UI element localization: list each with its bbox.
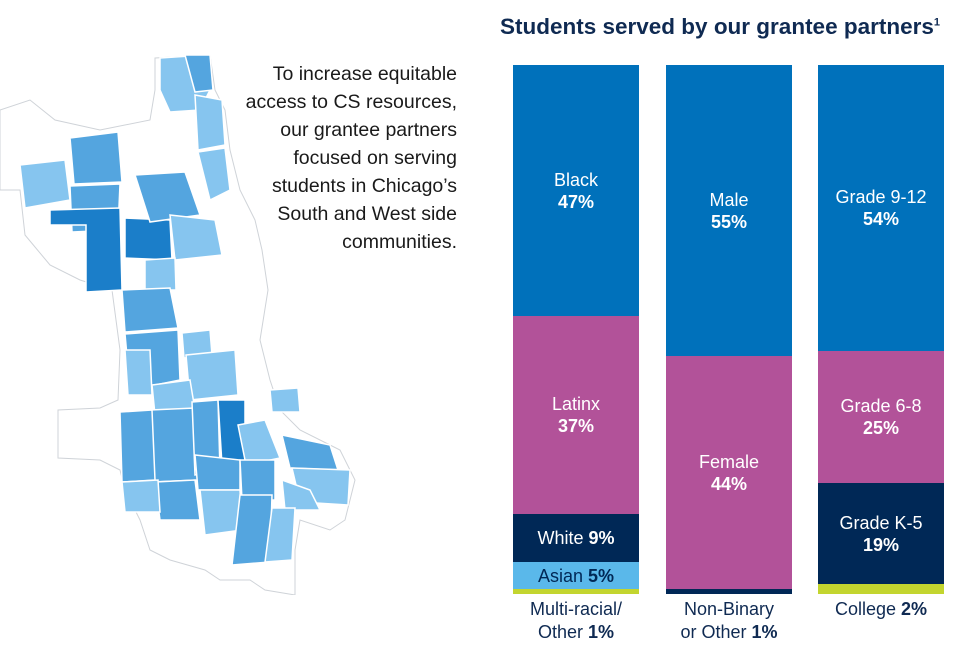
segment-label-group: Female 44% xyxy=(699,451,759,495)
bar-column: Male 55% Female 44% xyxy=(666,65,792,594)
footer-text: College xyxy=(834,599,896,619)
segment-label: Male xyxy=(709,189,749,210)
area-s-8 xyxy=(269,387,301,413)
footer-line: Other 1% xyxy=(501,621,651,644)
area-north-3 xyxy=(194,94,226,151)
segment-label: Grade 9-12 xyxy=(835,187,927,207)
area-ss-5 xyxy=(264,507,296,563)
area-s-2 xyxy=(185,349,239,401)
title-footnote: 1 xyxy=(933,16,940,29)
chart-title: Students served by our grantee partners1 xyxy=(500,14,940,40)
area-nw-1 xyxy=(19,159,71,209)
intro-line: students in Chicago’s xyxy=(271,175,457,197)
chart-title-text: Students served by our grantee partners xyxy=(500,14,934,39)
area-central-2 xyxy=(144,257,177,291)
bar-segment: White 9% xyxy=(513,514,639,562)
area-ss-6 xyxy=(154,479,201,521)
area-north-4 xyxy=(197,147,231,202)
area-north-2 xyxy=(184,54,214,93)
footer-value: 1% xyxy=(588,622,615,642)
area-s-7 xyxy=(237,419,282,466)
column-footer-label: College 2% xyxy=(806,598,956,621)
segment-value: 55% xyxy=(710,211,747,232)
footer-text: Other xyxy=(537,622,583,642)
footer-text: Multi-racial/ xyxy=(529,599,622,619)
bar-segment: Latinx 37% xyxy=(513,316,639,514)
segment-label-group: Asian 5% xyxy=(538,565,614,587)
footer-line: or Other 1% xyxy=(654,621,804,644)
area-west-dark-2 xyxy=(124,217,173,261)
bar-segment xyxy=(513,589,639,594)
footer-value: 2% xyxy=(901,599,928,619)
bar-segment: Male 55% xyxy=(666,65,792,356)
bar-column: Black 47% Latinx 37% White 9% Asian 5% xyxy=(513,65,639,594)
chicago-community-map xyxy=(0,54,356,595)
segment-value: 19% xyxy=(862,534,899,555)
segment-value: 44% xyxy=(710,473,748,494)
segment-label-group: White 9% xyxy=(537,527,614,549)
segment-label: Asian xyxy=(537,565,583,586)
area-s-4 xyxy=(149,407,199,483)
area-central-1 xyxy=(169,214,223,261)
bar-segment xyxy=(666,589,792,594)
area-sw-3 xyxy=(124,349,153,396)
segment-label-group: Grade 9-12 54% xyxy=(835,186,926,230)
intro-line: South and West side xyxy=(277,203,457,225)
segment-label-group: Grade K-5 19% xyxy=(839,512,922,556)
area-west-mid xyxy=(133,171,202,223)
intro-text: To increase equitable access to CS resour… xyxy=(232,60,457,256)
segment-value: 54% xyxy=(862,209,900,229)
bar-segment: Black 47% xyxy=(513,65,639,316)
segment-label: Grade 6-8 xyxy=(840,396,922,416)
segment-label: Female xyxy=(698,451,760,472)
area-ss-7 xyxy=(121,479,161,513)
segment-label-group: Latinx 37% xyxy=(552,393,600,437)
intro-line: focused on serving xyxy=(293,147,457,169)
area-se-1 xyxy=(280,434,340,471)
area-west-dark xyxy=(49,207,123,293)
intro-line: our grantee partners xyxy=(280,119,457,141)
area-s-5 xyxy=(119,409,156,483)
column-footer-label: Non-Binary or Other 1% xyxy=(654,598,804,644)
segment-label-group: Black 47% xyxy=(554,169,598,213)
area-ss-1 xyxy=(194,454,241,491)
bar-segment: Grade K-5 19% xyxy=(818,483,944,584)
bar-segment xyxy=(818,584,944,594)
segment-label-group: Grade 6-8 25% xyxy=(840,395,921,439)
segment-label: Grade K-5 xyxy=(839,512,923,533)
segment-value: 5% xyxy=(583,565,615,586)
intro-line: To increase equitable xyxy=(272,63,457,85)
segment-label: Latinx xyxy=(551,394,601,414)
segment-value: 9% xyxy=(583,528,615,548)
intro-line: access to CS resources, xyxy=(245,91,457,113)
segment-value: 37% xyxy=(557,416,594,436)
footer-line: Non-Binary xyxy=(654,598,804,621)
segment-value: 47% xyxy=(557,191,594,212)
intro-line: communities. xyxy=(342,231,457,253)
bar-column: Grade 9-12 54% Grade 6-8 25% Grade K-5 19% xyxy=(818,65,944,594)
segment-label-group: Male 55% xyxy=(709,189,748,233)
segment-value: 25% xyxy=(862,418,899,438)
area-ss-2 xyxy=(239,459,276,501)
footer-value: 1% xyxy=(751,622,778,642)
footer-line: College 2% xyxy=(806,598,956,621)
footer-text: or Other xyxy=(680,622,747,642)
bar-segment: Grade 6-8 25% xyxy=(818,351,944,483)
area-sw-1 xyxy=(121,287,179,333)
area-nw-2 xyxy=(69,131,123,185)
footer-line: Multi-racial/ xyxy=(501,598,651,621)
segment-label: Black xyxy=(553,169,598,190)
column-footer-label: Multi-racial/Other 1% xyxy=(501,598,651,644)
segment-label: White xyxy=(537,528,584,548)
footer-text: Non-Binary xyxy=(683,599,775,619)
bar-segment: Female 44% xyxy=(666,356,792,589)
bar-segment: Grade 9-12 54% xyxy=(818,65,944,351)
bar-segment: Asian 5% xyxy=(513,562,639,589)
area-se-3 xyxy=(281,478,322,511)
